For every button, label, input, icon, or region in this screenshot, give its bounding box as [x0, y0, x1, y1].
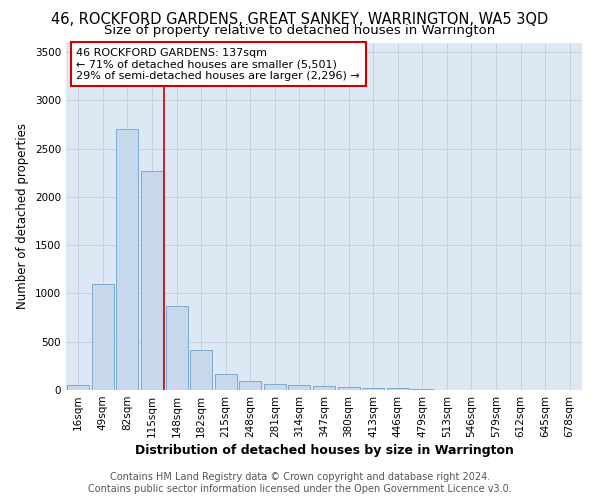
Text: Size of property relative to detached houses in Warrington: Size of property relative to detached ho… — [104, 24, 496, 37]
Bar — [289, 384, 310, 390]
Bar — [264, 384, 286, 390]
Bar — [239, 381, 262, 390]
Bar — [338, 387, 359, 390]
Text: 46 ROCKFORD GARDENS: 137sqm
← 71% of detached houses are smaller (5,501)
29% of : 46 ROCKFORD GARDENS: 137sqm ← 71% of det… — [76, 48, 360, 81]
Text: Contains HM Land Registry data © Crown copyright and database right 2024.
Contai: Contains HM Land Registry data © Crown c… — [88, 472, 512, 494]
Bar — [215, 374, 237, 390]
Bar — [386, 388, 409, 390]
Bar — [411, 389, 433, 390]
Bar — [166, 306, 188, 390]
Bar — [190, 350, 212, 390]
X-axis label: Distribution of detached houses by size in Warrington: Distribution of detached houses by size … — [134, 444, 514, 457]
Bar — [116, 130, 139, 390]
Y-axis label: Number of detached properties: Number of detached properties — [16, 123, 29, 309]
Bar — [313, 386, 335, 390]
Text: 46, ROCKFORD GARDENS, GREAT SANKEY, WARRINGTON, WA5 3QD: 46, ROCKFORD GARDENS, GREAT SANKEY, WARR… — [52, 12, 548, 28]
Bar — [362, 388, 384, 390]
Bar — [141, 171, 163, 390]
Bar — [92, 284, 114, 390]
Bar — [67, 385, 89, 390]
